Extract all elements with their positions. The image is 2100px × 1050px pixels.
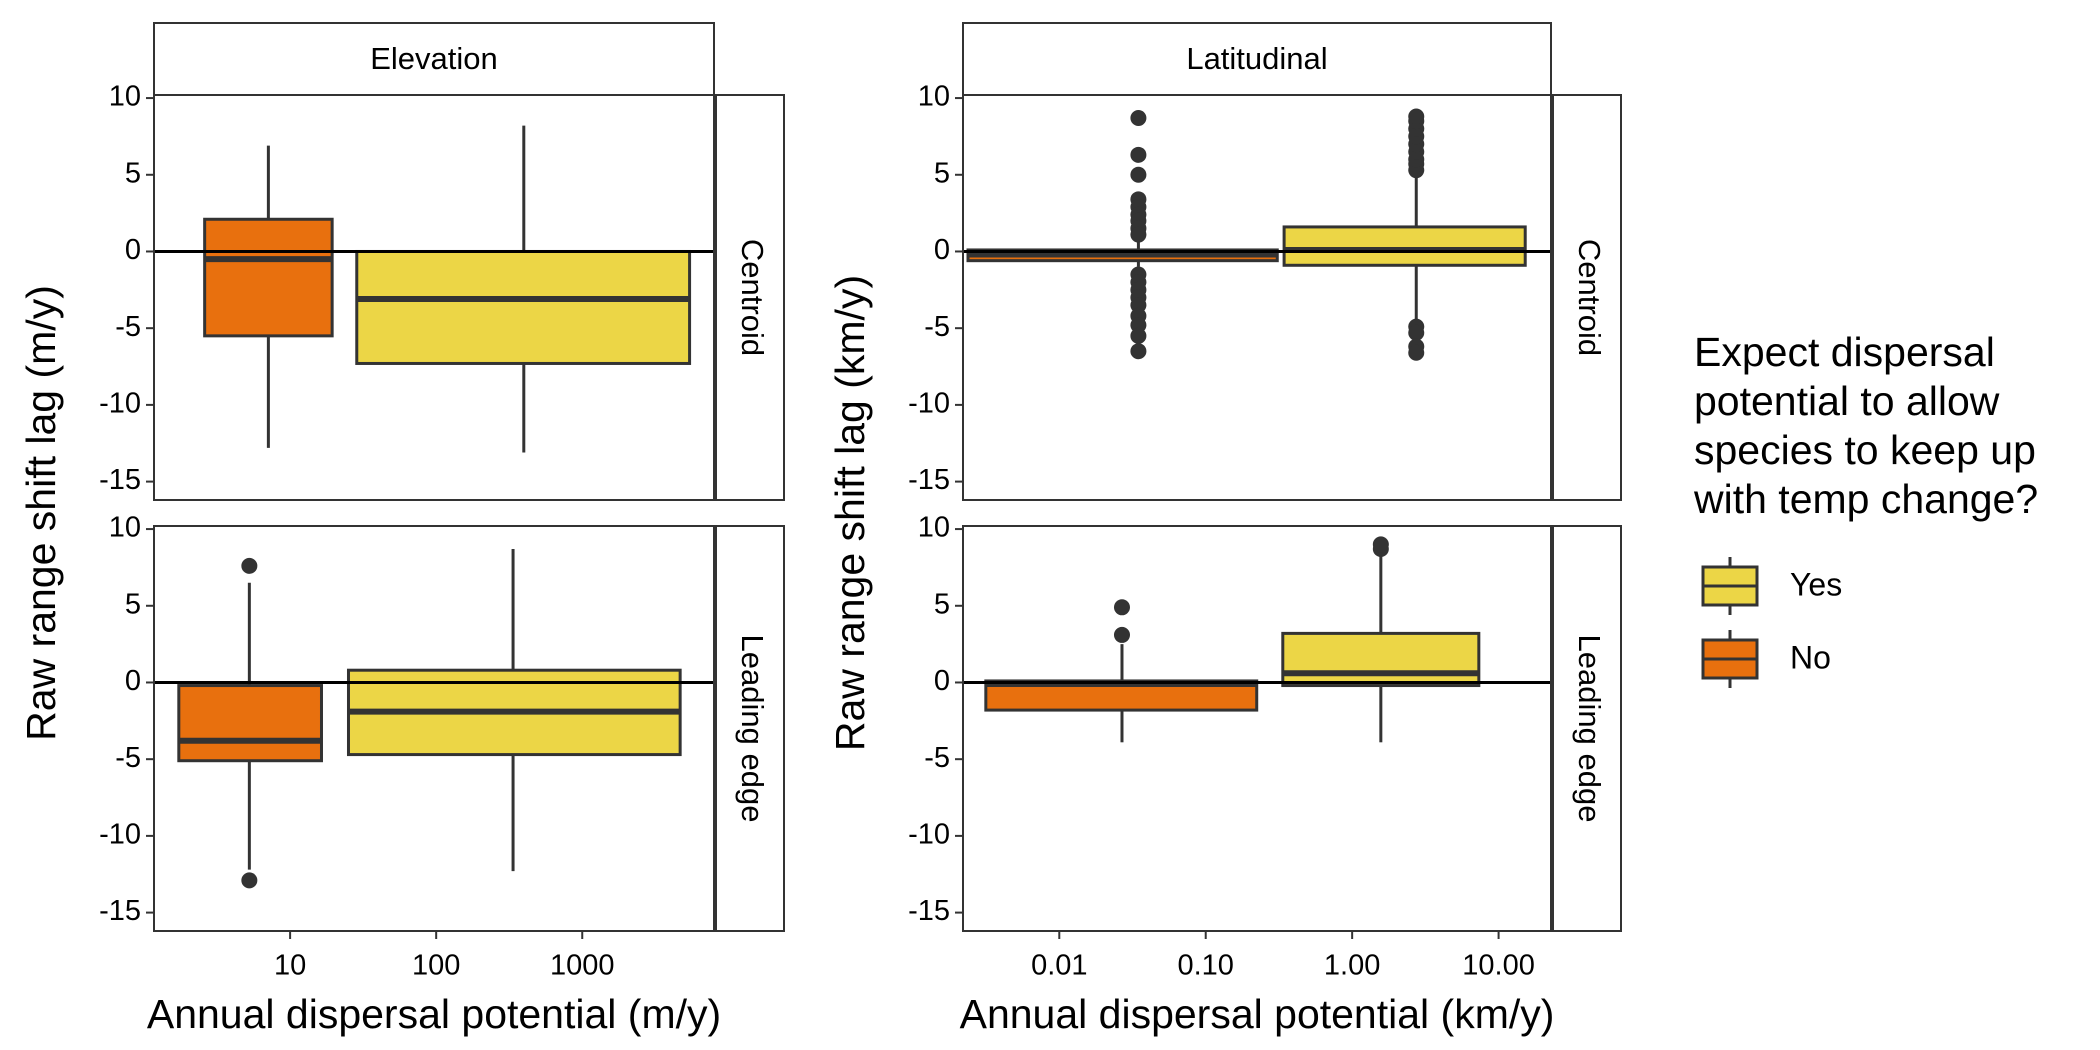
x-tick-label: 10 (274, 950, 306, 982)
strip-label: Leading edge (735, 635, 770, 823)
outlier (1408, 108, 1425, 125)
y-tick-label: 10 (109, 81, 141, 113)
x-tick-label: 0.01 (1031, 950, 1087, 982)
y-tick-label: 5 (934, 588, 950, 620)
y-tick-label: -5 (115, 742, 141, 774)
x-tick-label: 1000 (550, 950, 615, 982)
panel-background (963, 526, 1551, 931)
y-tick-label: 10 (109, 512, 141, 544)
panel-border (962, 525, 1552, 932)
y-tick-label: 5 (125, 588, 141, 620)
outlier (1130, 166, 1147, 183)
strip-right (715, 525, 785, 932)
y-tick-label: 0 (934, 234, 950, 266)
strip-top (153, 22, 715, 96)
outlier (1408, 324, 1425, 341)
outlier (1372, 536, 1389, 553)
x-tick-label: 100 (412, 950, 460, 982)
legend-label: No (1790, 639, 1831, 675)
strip-label: Leading edge (1572, 635, 1607, 823)
y-tick-label: 5 (934, 157, 950, 189)
box (177, 684, 323, 763)
box (1281, 631, 1481, 688)
outlier (1408, 344, 1425, 361)
y-tick-label: 0 (125, 234, 141, 266)
y-tick-label: 0 (934, 665, 950, 697)
x-tick-label: 0.10 (1177, 950, 1233, 982)
y-tick-label: -15 (99, 464, 141, 496)
y-tick-label: -5 (924, 311, 950, 343)
outlier (1130, 226, 1147, 243)
y-tick-label: -10 (908, 819, 950, 851)
y-tick-label: -15 (99, 895, 141, 927)
y-tick-label: -10 (908, 388, 950, 420)
outlier (1113, 599, 1130, 616)
x-axis-label: Annual dispersal potential (m/y) (147, 991, 721, 1037)
strip-label: Latitudinal (1186, 41, 1327, 76)
legend-title: Expect dispersal potential to allow spec… (1694, 329, 2039, 522)
y-tick-label: 10 (918, 81, 950, 113)
strip-label: Centroid (1572, 239, 1607, 356)
strip-label: Elevation (370, 41, 498, 76)
outlier (1130, 146, 1147, 163)
y-tick-label: -10 (99, 819, 141, 851)
outlier (1130, 110, 1147, 127)
y-tick-label: -15 (908, 895, 950, 927)
strip-top (962, 22, 1552, 96)
outlier (1113, 626, 1130, 643)
y-tick-label: -5 (115, 311, 141, 343)
x-tick-label: 1.00 (1324, 950, 1380, 982)
y-tick-label: 0 (125, 665, 141, 697)
box (355, 249, 692, 365)
panel-background (963, 95, 1551, 500)
strip-label: Centroid (735, 239, 770, 356)
y-tick-label: -10 (99, 388, 141, 420)
y-axis-label: Raw range shift lag (m/y) (18, 285, 64, 741)
x-tick-label: 10.00 (1462, 950, 1535, 982)
outlier (1130, 343, 1147, 360)
y-tick-label: -15 (908, 464, 950, 496)
outlier (1130, 327, 1147, 344)
strip-right (1552, 94, 1622, 501)
x-axis-label: Annual dispersal potential (km/y) (960, 991, 1555, 1037)
panel-border (153, 525, 715, 932)
y-tick-label: 10 (918, 512, 950, 544)
outlier (241, 872, 258, 889)
outlier (241, 557, 258, 574)
box (203, 217, 334, 338)
y-tick-label: -5 (924, 742, 950, 774)
strip-right (715, 94, 785, 501)
box (1282, 225, 1527, 267)
y-axis-label: Raw range shift lag (km/y) (827, 275, 873, 751)
y-tick-label: 5 (125, 157, 141, 189)
strip-right (1552, 525, 1622, 932)
legend-label: Yes (1790, 566, 1842, 602)
